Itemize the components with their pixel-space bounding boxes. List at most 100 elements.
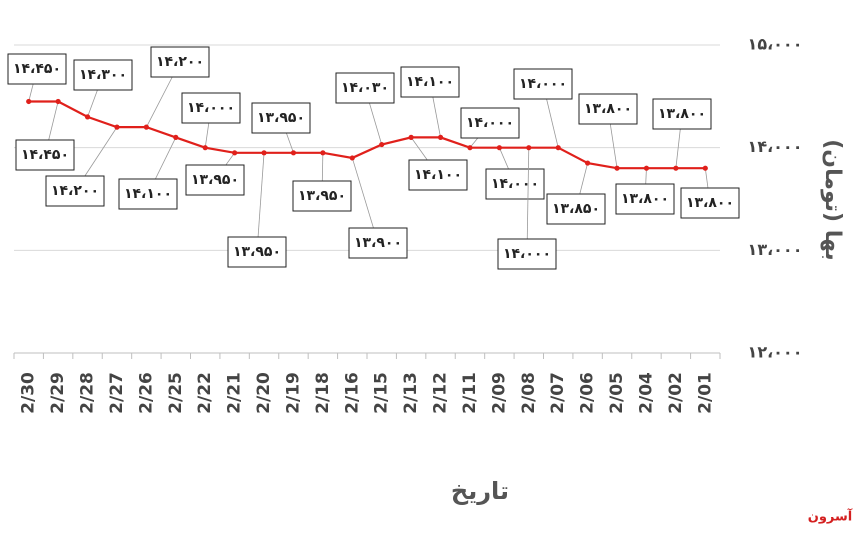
point bbox=[114, 124, 120, 130]
data-label: ۱۴،۱۰۰ bbox=[414, 167, 462, 183]
data-label: ۱۴،۰۰۰ bbox=[466, 115, 514, 131]
point bbox=[84, 114, 91, 120]
label-box bbox=[181, 92, 241, 124]
point bbox=[55, 98, 61, 105]
label-box bbox=[578, 93, 638, 125]
line-series bbox=[28, 100, 706, 170]
point bbox=[526, 145, 532, 151]
x-tick-label: 2/04 bbox=[636, 372, 656, 414]
point bbox=[349, 155, 355, 161]
x-tick-label: 2/27 bbox=[107, 372, 127, 414]
point bbox=[437, 134, 444, 140]
point bbox=[673, 165, 679, 171]
data-label: ۱۴،۰۰۰ bbox=[491, 176, 539, 192]
label-box bbox=[497, 238, 557, 270]
label-box bbox=[15, 139, 75, 171]
leader-line bbox=[256, 152, 265, 253]
data-label: ۱۳،۸۵۰ bbox=[552, 201, 600, 217]
data-label: ۱۳،۹۵۰ bbox=[298, 188, 346, 204]
x-tick-label: 2/18 bbox=[313, 372, 333, 414]
data-label: ۱۳،۹۵۰ bbox=[233, 244, 281, 260]
x-tick-label: 2/07 bbox=[548, 372, 568, 414]
data-label: ۱۳،۸۰۰ bbox=[686, 195, 734, 211]
point bbox=[585, 160, 591, 166]
data-label: ۱۴،۰۰۰ bbox=[503, 246, 551, 262]
label-box bbox=[73, 59, 133, 91]
data-label: ۱۳،۹۰۰ bbox=[354, 235, 402, 251]
data-label: ۱۳،۹۵۰ bbox=[257, 110, 305, 126]
x-tick-label: 2/20 bbox=[254, 372, 274, 414]
label-box bbox=[348, 227, 408, 259]
y-tick-label: ۱۳،۰۰۰ bbox=[748, 240, 803, 259]
leader-line bbox=[526, 147, 530, 255]
x-tick-label: 2/06 bbox=[578, 372, 598, 414]
data-label: ۱۳،۸۰۰ bbox=[621, 191, 669, 207]
data-label: ۱۴،۲۰۰ bbox=[51, 183, 99, 199]
x-tick-label: 2/29 bbox=[48, 372, 68, 414]
data-label: ۱۴،۰۰۰ bbox=[187, 100, 235, 116]
data-label: ۱۴،۳۰۰ bbox=[79, 67, 127, 83]
data-label: ۱۳،۸۰۰ bbox=[584, 101, 632, 117]
label-box bbox=[460, 107, 520, 139]
x-tick-label: 2/11 bbox=[460, 372, 480, 414]
point bbox=[408, 134, 414, 140]
point bbox=[320, 150, 326, 156]
point bbox=[143, 124, 149, 130]
label-box bbox=[335, 72, 395, 104]
x-tick-label: 2/22 bbox=[195, 372, 215, 414]
label-box bbox=[292, 180, 352, 212]
point bbox=[467, 145, 473, 151]
point bbox=[232, 150, 238, 156]
y-axis-label: بها (تومان) bbox=[820, 139, 845, 261]
label-box bbox=[615, 183, 675, 215]
point bbox=[261, 150, 267, 156]
label-box bbox=[150, 46, 210, 78]
x-tick-label: 2/19 bbox=[283, 372, 303, 414]
point bbox=[555, 145, 561, 151]
label-box bbox=[652, 98, 712, 130]
label-box bbox=[45, 175, 105, 207]
x-tick-label: 2/09 bbox=[489, 372, 509, 414]
x-tick-label: 2/01 bbox=[695, 372, 715, 414]
label-box bbox=[227, 236, 287, 268]
data-label: ۱۴،۱۰۰ bbox=[406, 74, 454, 90]
y-tick-label: ۱۵،۰۰۰ bbox=[748, 35, 803, 54]
x-tick-label: 2/28 bbox=[78, 372, 98, 414]
x-tick-label: 2/26 bbox=[136, 372, 156, 414]
x-tick-label: 2/13 bbox=[401, 372, 421, 414]
label-box bbox=[7, 53, 67, 85]
label-box bbox=[400, 66, 460, 98]
y-tick-label: ۱۴،۰۰۰ bbox=[748, 137, 803, 156]
data-label: ۱۳،۹۵۰ bbox=[191, 172, 239, 188]
label-box bbox=[185, 164, 245, 196]
x-tick-label: 2/05 bbox=[607, 372, 627, 414]
label-box bbox=[680, 187, 740, 219]
data-label: ۱۴،۰۳۰ bbox=[341, 80, 389, 96]
label-box bbox=[118, 178, 178, 210]
label-box bbox=[408, 159, 468, 191]
label-box bbox=[251, 102, 311, 134]
label-box bbox=[546, 193, 606, 225]
point bbox=[26, 98, 32, 105]
point bbox=[614, 165, 620, 171]
point bbox=[290, 150, 297, 156]
label-box bbox=[485, 168, 545, 200]
watermark: آسرون bbox=[808, 508, 853, 525]
x-tick-label: 2/12 bbox=[431, 372, 451, 414]
data-label: ۱۴،۴۵۰ bbox=[13, 61, 61, 77]
x-tick-label: 2/15 bbox=[372, 372, 392, 414]
x-tick-label: 2/30 bbox=[19, 372, 39, 414]
label-box bbox=[513, 68, 573, 100]
point bbox=[643, 165, 650, 171]
x-tick-label: 2/02 bbox=[666, 372, 686, 414]
point bbox=[496, 145, 502, 151]
x-tick-label: 2/25 bbox=[166, 372, 186, 414]
point bbox=[702, 165, 708, 171]
point bbox=[202, 145, 208, 151]
x-tick-label: 2/21 bbox=[225, 372, 245, 414]
y-tick-label: ۱۲،۰۰۰ bbox=[748, 343, 803, 362]
data-label: ۱۴،۰۰۰ bbox=[519, 76, 567, 92]
point bbox=[173, 134, 179, 140]
data-label: ۱۳،۸۰۰ bbox=[658, 106, 706, 122]
